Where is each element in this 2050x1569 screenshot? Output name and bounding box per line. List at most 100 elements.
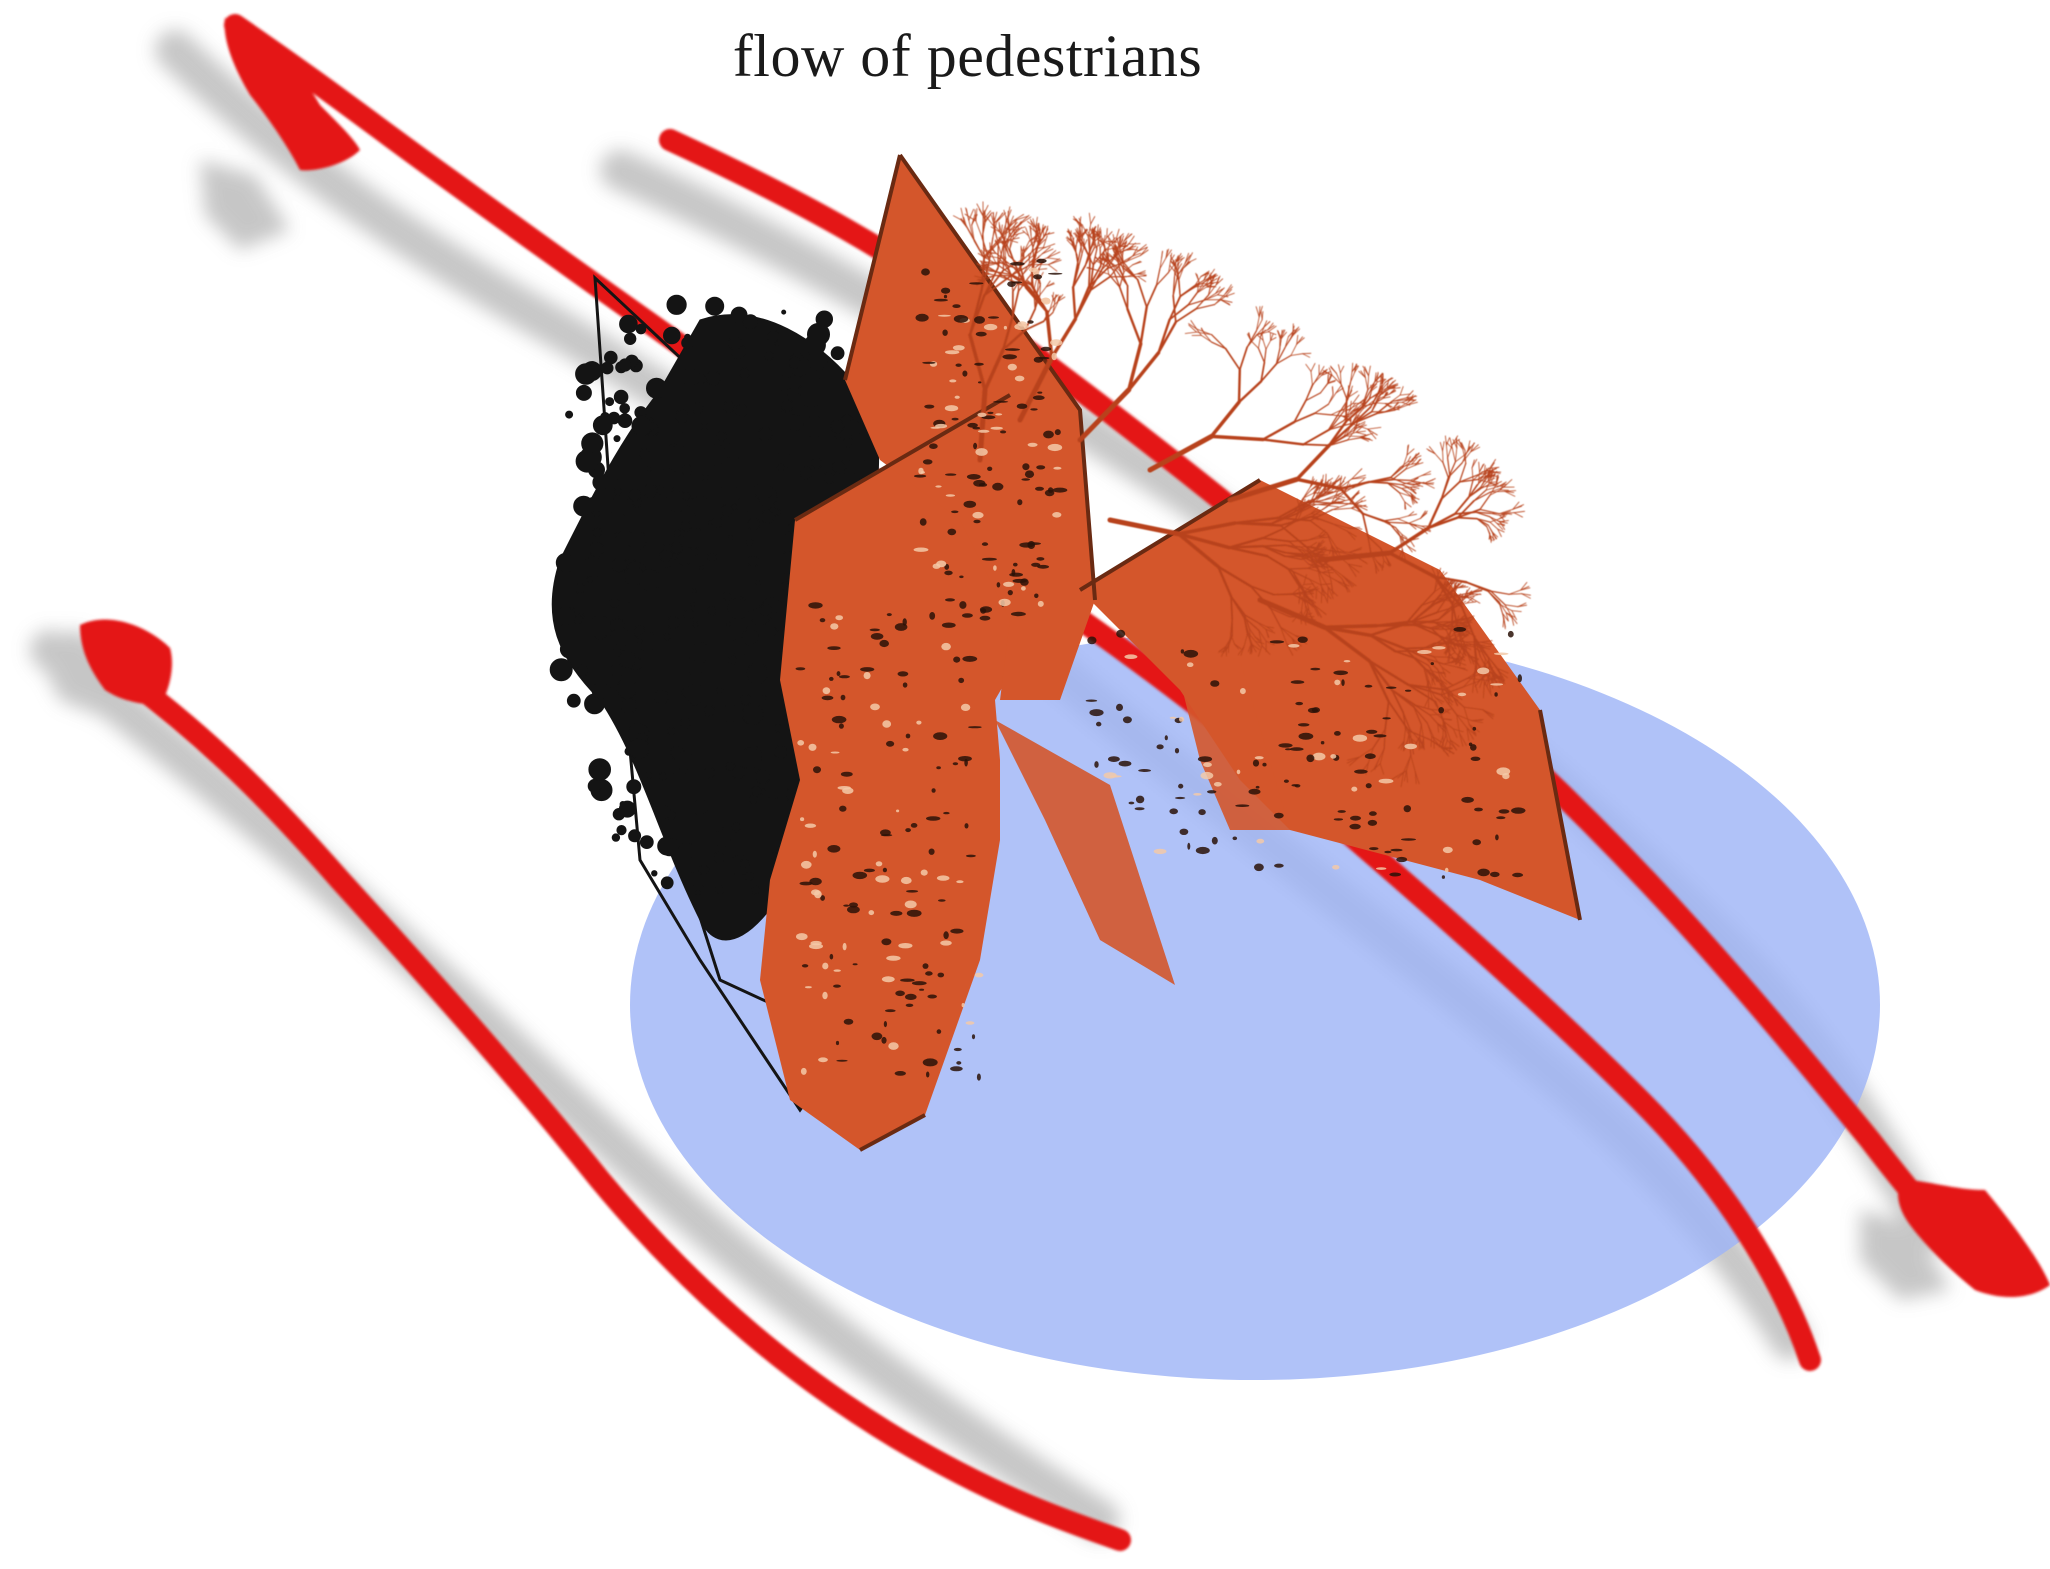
panel-perforation bbox=[1350, 816, 1361, 821]
panel-perforation bbox=[969, 282, 983, 284]
shadow-speckle bbox=[702, 474, 709, 481]
panel-perforation bbox=[890, 911, 902, 916]
branch-segment bbox=[1472, 468, 1473, 481]
shadow-speckle bbox=[657, 468, 678, 489]
branch-segment bbox=[1514, 513, 1523, 517]
panel-perforation bbox=[1037, 392, 1042, 394]
branch-segment bbox=[1291, 354, 1303, 356]
branch-segment bbox=[1303, 430, 1328, 444]
shadow-speckle bbox=[593, 510, 599, 516]
shadow-speckle bbox=[696, 891, 701, 896]
branch-segment bbox=[1354, 500, 1366, 504]
shadow-speckle bbox=[784, 551, 790, 557]
panel-perforation bbox=[1212, 837, 1218, 845]
panel-perforation bbox=[1366, 783, 1372, 788]
panel-perforation bbox=[1052, 512, 1061, 518]
shadow-speckle bbox=[629, 489, 641, 501]
shadow-speckle bbox=[755, 769, 770, 784]
panel-perforation bbox=[1210, 680, 1219, 687]
panel-perforation bbox=[966, 1021, 975, 1024]
panel-perforation bbox=[1240, 688, 1246, 694]
branch-segment bbox=[1446, 445, 1447, 458]
shadow-speckle bbox=[576, 385, 591, 400]
branch-segment bbox=[1263, 440, 1303, 445]
panel-perforation bbox=[950, 1066, 963, 1071]
branch-segment bbox=[1040, 286, 1041, 295]
panel-perforation bbox=[843, 943, 847, 950]
panel-perforation bbox=[1036, 259, 1046, 263]
branch-segment bbox=[1291, 344, 1297, 355]
panel-perforation bbox=[912, 981, 927, 985]
panel-perforation bbox=[992, 483, 1003, 491]
panel-perforation bbox=[1290, 747, 1304, 751]
panel-perforation bbox=[839, 723, 844, 728]
shadow-speckle bbox=[717, 432, 727, 442]
panel-perforation bbox=[1050, 339, 1062, 346]
panel-perforation bbox=[1055, 429, 1061, 435]
branch-segment bbox=[1263, 340, 1266, 349]
panel-perforation bbox=[959, 576, 963, 579]
panel-perforation bbox=[936, 561, 946, 568]
panel-perforation bbox=[1048, 273, 1062, 275]
panel-perforation bbox=[1116, 630, 1125, 638]
branch-segment bbox=[1346, 399, 1347, 422]
panel-perforation bbox=[1474, 808, 1483, 812]
shadow-speckle bbox=[640, 569, 661, 590]
shadow-speckle bbox=[658, 837, 676, 855]
branch-segment bbox=[1084, 239, 1085, 246]
panel-perforation bbox=[980, 606, 992, 612]
panel-perforation bbox=[822, 696, 834, 701]
branch-segment bbox=[1211, 436, 1263, 439]
shadow-speckle bbox=[725, 442, 743, 460]
panel-perforation bbox=[946, 494, 955, 497]
branch-segment bbox=[1383, 519, 1398, 521]
shadow-speckle bbox=[706, 444, 727, 465]
panel-perforation bbox=[934, 299, 948, 302]
panel-perforation bbox=[929, 612, 935, 620]
panel-perforation bbox=[805, 824, 816, 828]
panel-perforation bbox=[885, 1009, 896, 1012]
panel-perforation bbox=[881, 938, 891, 945]
branch-segment bbox=[1311, 363, 1315, 371]
shadow-speckle bbox=[692, 589, 696, 593]
panel-perforation bbox=[1175, 797, 1185, 799]
panel-perforation bbox=[911, 823, 918, 828]
panel-perforation bbox=[797, 740, 804, 746]
panel-perforation bbox=[1000, 430, 1006, 433]
shadow-speckle bbox=[566, 411, 573, 418]
shadow-speckle bbox=[756, 581, 760, 585]
panel-perforation bbox=[1053, 488, 1068, 493]
branch-segment bbox=[1455, 512, 1476, 514]
branch-segment bbox=[1231, 597, 1232, 619]
panel-perforation bbox=[1298, 723, 1310, 726]
shadow-speckle bbox=[621, 698, 637, 714]
shadow-speckle bbox=[614, 436, 620, 442]
panel-perforation bbox=[1390, 849, 1402, 852]
panel-perforation bbox=[922, 362, 935, 364]
shadow-speckle bbox=[728, 599, 748, 619]
panel-perforation bbox=[1201, 772, 1214, 779]
branch-segment bbox=[1128, 309, 1141, 344]
panel-perforation bbox=[920, 518, 927, 526]
shadow-speckle bbox=[647, 466, 652, 471]
panel-perforation bbox=[937, 1029, 942, 1034]
shadow-speckle bbox=[618, 414, 632, 428]
panel-perforation bbox=[1351, 787, 1357, 792]
panel-perforation bbox=[1338, 810, 1346, 813]
panel-perforation bbox=[883, 868, 887, 873]
panel-perforation bbox=[933, 732, 947, 740]
branch-segment bbox=[1448, 623, 1459, 624]
panel-perforation bbox=[905, 901, 917, 909]
branch-segment bbox=[1005, 216, 1006, 229]
panel-perforation bbox=[1235, 804, 1249, 807]
panel-perforation bbox=[1321, 741, 1325, 744]
panel-perforation bbox=[938, 899, 946, 902]
branch-segment bbox=[1178, 263, 1188, 275]
panel-perforation bbox=[1288, 644, 1299, 648]
shadow-speckle bbox=[593, 528, 602, 537]
branch-segment bbox=[1138, 276, 1146, 281]
panel-perforation bbox=[1021, 478, 1030, 480]
panel-perforation bbox=[945, 405, 958, 411]
shadow-speckle bbox=[627, 780, 641, 794]
branch-segment bbox=[1047, 258, 1059, 260]
